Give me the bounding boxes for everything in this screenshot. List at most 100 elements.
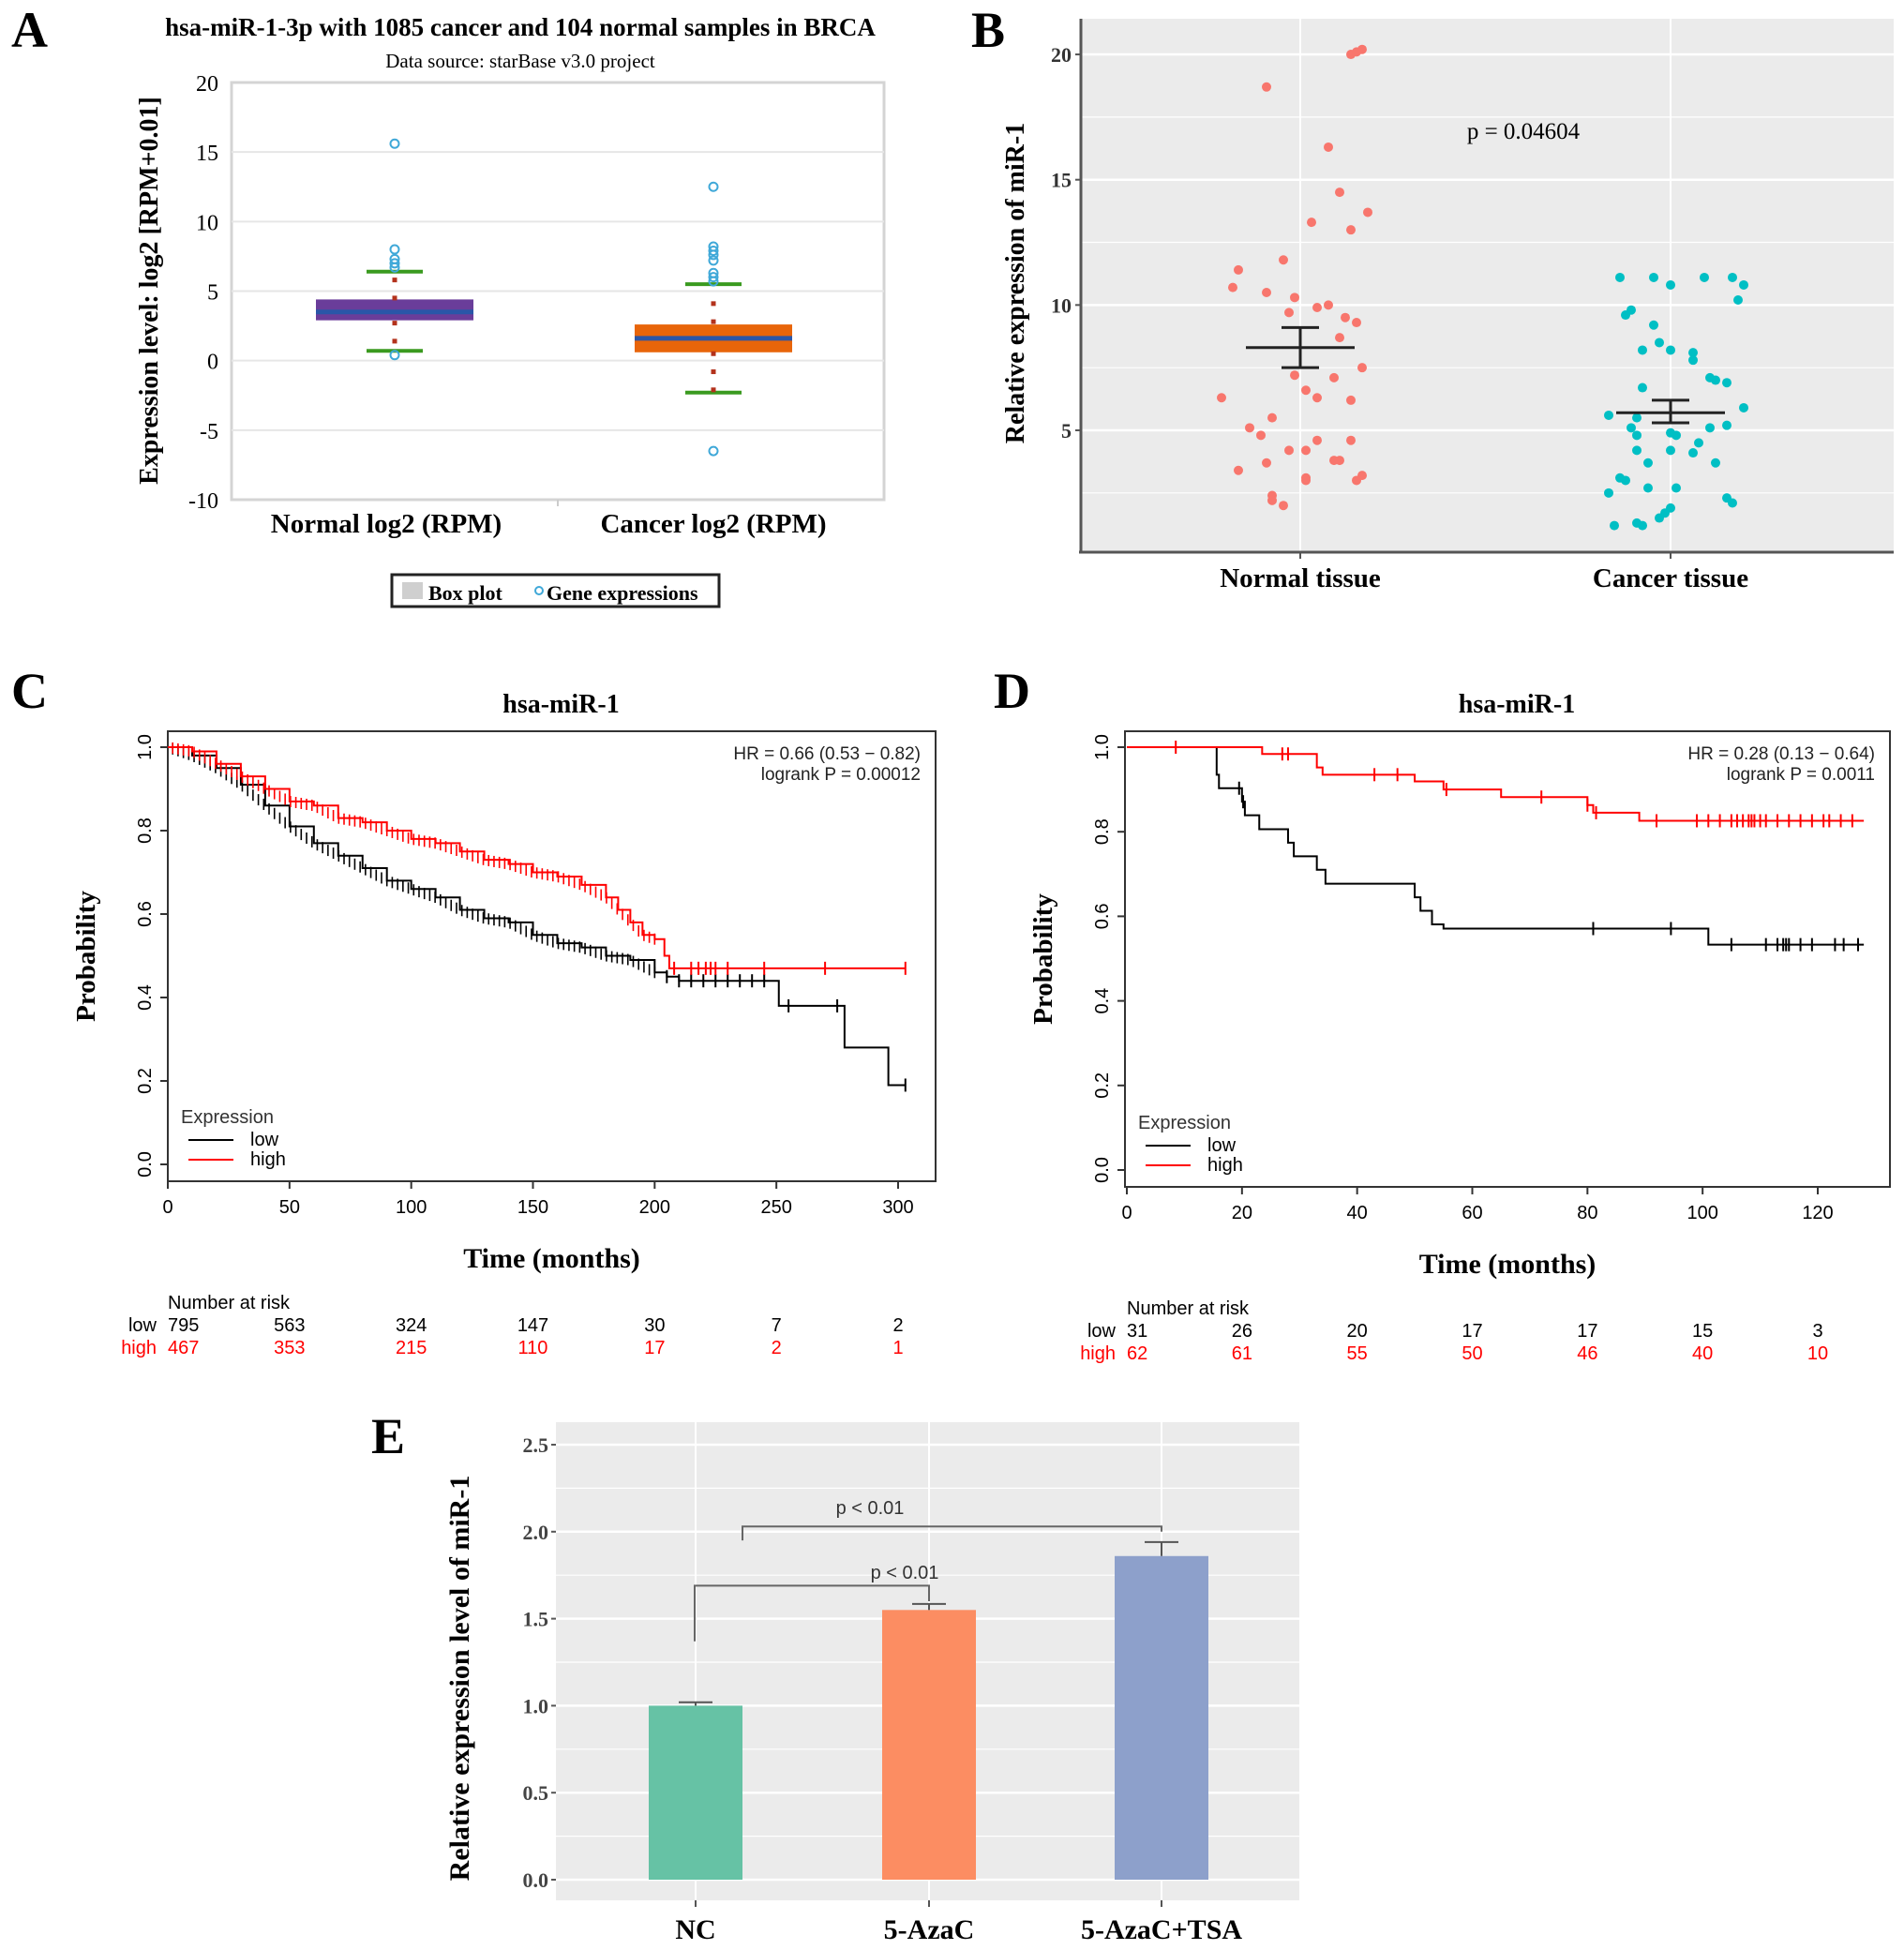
panel-a-legend: Box plot Gene expressions bbox=[390, 573, 721, 608]
survival-curve-low bbox=[168, 746, 906, 1087]
plot-frame bbox=[1124, 730, 1891, 1188]
legend-box-swatch bbox=[402, 582, 423, 599]
y-tick-label: 10 bbox=[1051, 293, 1072, 317]
data-point bbox=[1728, 272, 1737, 282]
data-point bbox=[1632, 412, 1642, 423]
x-tick-label: 300 bbox=[882, 1197, 913, 1218]
risk-value: 110 bbox=[518, 1338, 548, 1358]
data-point bbox=[1655, 513, 1664, 523]
x-tick-label: 60 bbox=[1462, 1203, 1482, 1223]
data-point bbox=[1705, 423, 1715, 433]
inner-point bbox=[392, 278, 397, 283]
inner-point bbox=[711, 319, 716, 324]
x-tick-label: 120 bbox=[1802, 1203, 1833, 1223]
inner-point bbox=[392, 295, 397, 301]
significance-bracket bbox=[742, 1525, 1162, 1541]
y-tick-label: 0.4 bbox=[1092, 988, 1113, 1014]
bar-5-azac bbox=[882, 1610, 976, 1880]
outlier-point bbox=[708, 249, 719, 261]
data-point bbox=[1352, 318, 1361, 328]
y-tick-label: 0.8 bbox=[135, 818, 156, 844]
y-tick-label: 15 bbox=[196, 142, 218, 166]
y-tick-label: 0.5 bbox=[523, 1781, 549, 1805]
x-tick-label: 150 bbox=[517, 1197, 548, 1218]
data-point bbox=[1643, 483, 1653, 493]
significance-bracket bbox=[694, 1584, 930, 1642]
panel-letter-b: B bbox=[971, 2, 1005, 58]
panel-e-bar: 0.0 0.5 1.0 1.5 2.0 2.5 NC 5-AzaC 5-AzaC+TSA p <… bbox=[444, 1422, 1299, 1945]
data-point bbox=[1666, 345, 1675, 355]
risk-value: 1 bbox=[892, 1338, 903, 1358]
data-point bbox=[1357, 363, 1367, 373]
x-tick-label: 50 bbox=[279, 1197, 300, 1218]
risk-value: 26 bbox=[1232, 1321, 1252, 1342]
data-point bbox=[1666, 445, 1675, 456]
data-point bbox=[1638, 345, 1647, 355]
data-point bbox=[1632, 445, 1642, 456]
y-tick-label: 0 bbox=[207, 351, 218, 375]
y-tick-label: 1.0 bbox=[523, 1694, 549, 1718]
risk-value: 62 bbox=[1127, 1343, 1147, 1364]
panel-b-ylabel: Relative expression of miR-1 bbox=[1001, 123, 1030, 443]
data-point bbox=[1301, 385, 1311, 396]
outlier-point bbox=[389, 138, 400, 149]
outlier-point bbox=[708, 445, 719, 457]
data-point bbox=[1604, 410, 1613, 420]
outlier-point bbox=[708, 272, 719, 283]
outlier-point bbox=[389, 258, 400, 269]
stat-text: logrank P = 0.00012 bbox=[761, 765, 921, 785]
y-tick-label: 0.8 bbox=[1092, 818, 1113, 845]
inner-point bbox=[711, 369, 716, 375]
y-tick-label: 0.6 bbox=[135, 901, 156, 927]
survival-curve-low bbox=[1127, 746, 1865, 946]
panel-letter-c: C bbox=[11, 663, 48, 719]
legend-gene-expression-marker bbox=[534, 586, 544, 595]
data-point bbox=[1307, 218, 1316, 228]
panel-d-km: hsa-miR-1 0 20 40 60 80 100 120 0.0 0.2 0.4 0.6 0.8 1… bbox=[1028, 690, 1891, 1364]
y-tick-label: 1.0 bbox=[135, 734, 156, 760]
data-point bbox=[1301, 475, 1311, 486]
y-tick-label: 10 bbox=[196, 211, 218, 235]
y-tick-label: -5 bbox=[200, 420, 218, 444]
risk-row-label: high bbox=[121, 1338, 157, 1358]
data-point bbox=[1733, 295, 1743, 306]
risk-row-label: high bbox=[1080, 1343, 1116, 1364]
risk-value: 353 bbox=[274, 1338, 305, 1358]
data-point bbox=[1234, 264, 1243, 275]
risk-value: 17 bbox=[1577, 1321, 1597, 1342]
risk-value: 20 bbox=[1347, 1321, 1368, 1342]
data-point bbox=[1346, 225, 1356, 235]
panel-letter-a: A bbox=[11, 2, 48, 58]
risk-value: 15 bbox=[1692, 1321, 1713, 1342]
data-point bbox=[1267, 495, 1277, 505]
bar-nc bbox=[649, 1705, 742, 1880]
data-point bbox=[1312, 435, 1322, 445]
stat-text: HR = 0.28 (0.13 − 0.64) bbox=[1687, 744, 1875, 764]
panel-b-plot-area bbox=[1081, 19, 1894, 551]
data-point bbox=[1312, 303, 1322, 313]
y-tick-label: 20 bbox=[1051, 43, 1072, 67]
panel-a-xlabel-cancer: Cancer log2 (RPM) bbox=[600, 509, 826, 539]
legend-label-high: high bbox=[1207, 1155, 1243, 1176]
data-point bbox=[1632, 430, 1642, 441]
data-point bbox=[1284, 445, 1294, 456]
data-point bbox=[1711, 375, 1720, 385]
data-point bbox=[1217, 393, 1226, 403]
risk-value: 31 bbox=[1127, 1321, 1147, 1342]
data-point bbox=[1739, 279, 1748, 290]
data-point bbox=[1363, 207, 1372, 218]
risk-row-label: low bbox=[1087, 1321, 1117, 1342]
outlier-point bbox=[389, 262, 400, 273]
inner-point bbox=[711, 387, 716, 393]
x-tick-label: 20 bbox=[1232, 1203, 1252, 1223]
data-point bbox=[1610, 520, 1619, 531]
panel-e-ylabel: Relative expression level of miR-1 bbox=[444, 1476, 475, 1882]
panel-b-xlabel-cancer: Cancer tissue bbox=[1593, 563, 1748, 593]
x-tick-label: 0 bbox=[1121, 1203, 1132, 1223]
inner-point bbox=[711, 351, 716, 356]
x-tick-label: 250 bbox=[760, 1197, 791, 1218]
data-point bbox=[1335, 333, 1344, 343]
outlier-point bbox=[708, 181, 719, 192]
data-point bbox=[1290, 292, 1299, 303]
y-tick-label: 0.0 bbox=[135, 1151, 156, 1178]
